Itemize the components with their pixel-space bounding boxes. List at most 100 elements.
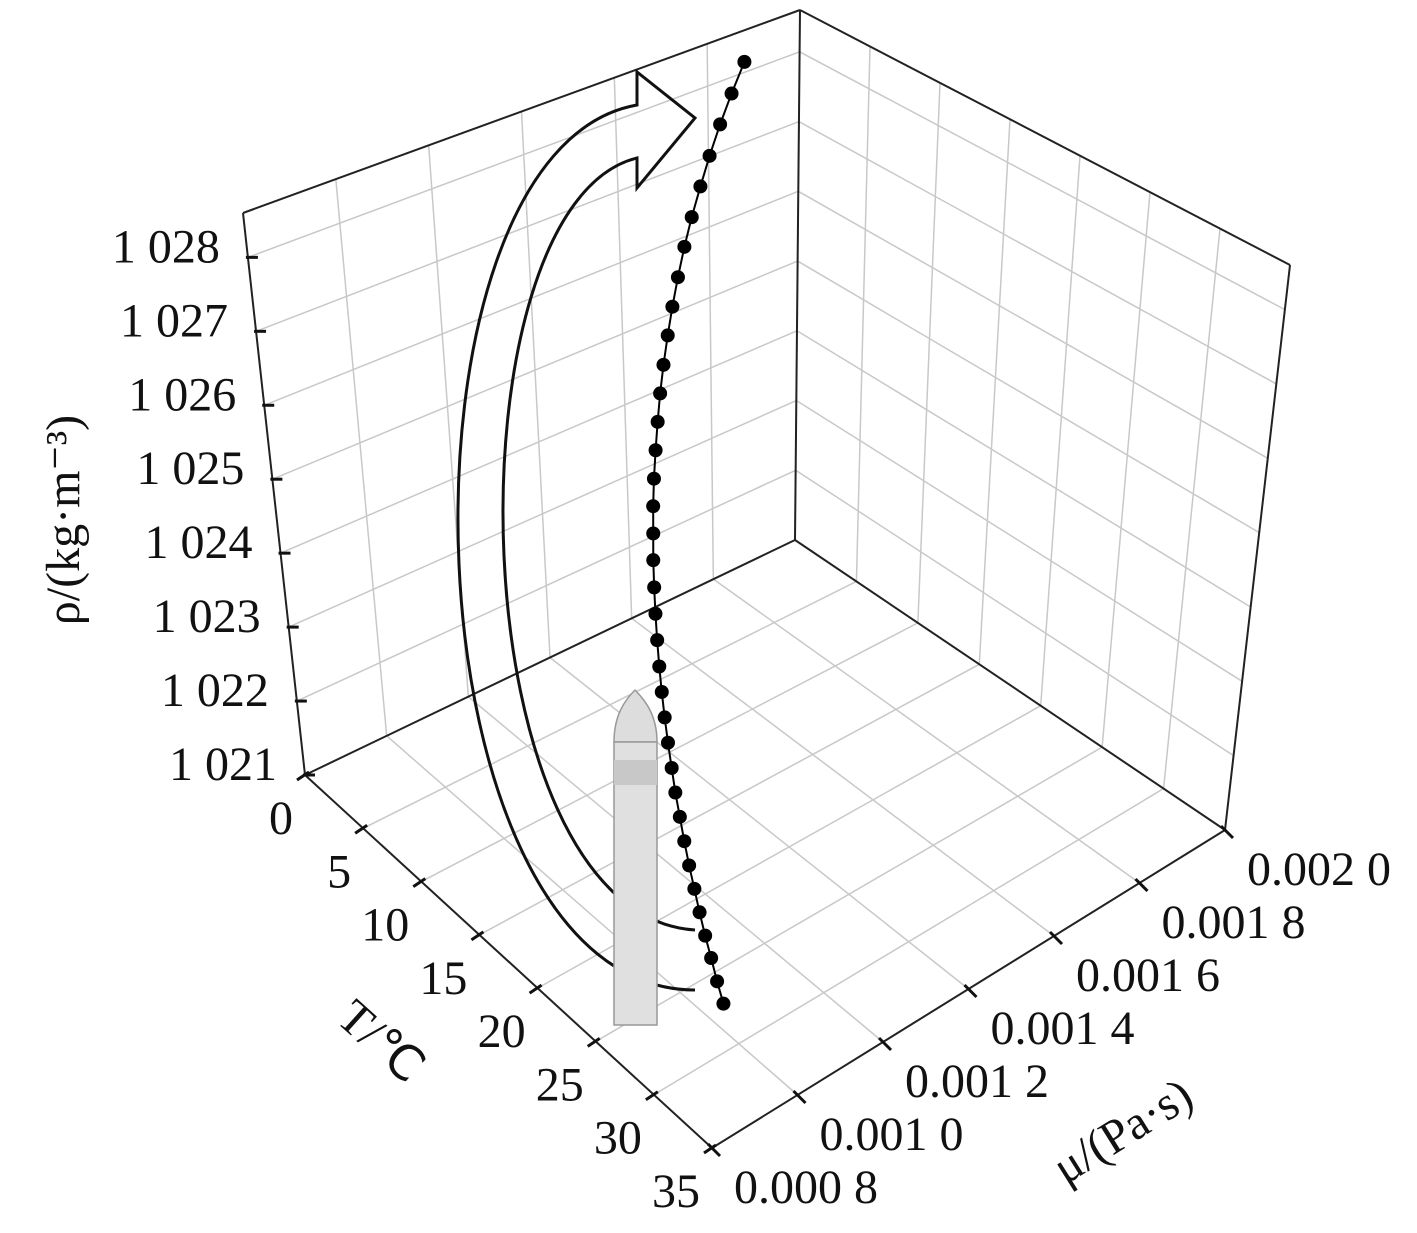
data-point — [657, 710, 672, 725]
data-point — [664, 760, 679, 775]
data-point — [647, 580, 662, 595]
grid-line — [1039, 155, 1081, 706]
data-point — [698, 928, 713, 943]
data-point — [702, 148, 717, 163]
x-tick-label: 20 — [478, 1005, 526, 1058]
z-axis-title: ρ/(kg·m⁻³) — [37, 415, 90, 625]
x-tick — [645, 1090, 659, 1101]
curved-arrow — [456, 68, 698, 992]
grid-line — [796, 330, 1252, 608]
grid-line — [386, 735, 798, 1096]
rocket-band — [614, 760, 657, 785]
x-tick-label: 30 — [594, 1112, 642, 1165]
data-point — [653, 386, 668, 401]
y-tick-label: 0.001 6 — [1076, 949, 1220, 1002]
y-tick — [792, 1089, 807, 1105]
data-point — [650, 414, 665, 429]
data-point — [716, 996, 731, 1011]
x-tick — [412, 877, 427, 888]
data-point — [692, 905, 707, 920]
data-point — [648, 443, 663, 458]
grid-line — [978, 119, 1011, 665]
y-tick-label: 0.001 4 — [991, 1002, 1135, 1055]
plot: 1 021 1 022 1 023 1 024 1 025 1 026 1 027 1 028… — [112, 54, 1391, 1218]
decoration — [456, 68, 698, 1026]
grid — [242, 9, 1291, 1149]
x-tick — [586, 1037, 601, 1048]
box-edge — [799, 9, 1291, 266]
grid-line — [520, 111, 551, 658]
grid-line — [280, 330, 798, 554]
data-point — [654, 684, 669, 699]
x-tick-label: 15 — [419, 952, 467, 1005]
z-tick-label: 1 023 — [153, 590, 261, 643]
grid-line — [917, 82, 941, 623]
x-tick — [296, 770, 310, 782]
y-tick — [1219, 824, 1235, 840]
grid-line — [272, 260, 798, 480]
y-tick-label: 0.001 0 — [820, 1108, 964, 1161]
box-edge — [304, 774, 713, 1149]
box-edge — [1224, 264, 1291, 831]
grid-line — [631, 617, 1055, 937]
y-tick — [1048, 930, 1064, 946]
grid-line — [706, 43, 715, 580]
x-axis-title: T/℃ — [327, 990, 434, 1094]
z-tick-label: 1 025 — [136, 442, 244, 495]
y-tick-label: 0.001 2 — [905, 1055, 1049, 1108]
box-edge — [304, 539, 796, 776]
z-tick-label: 1 027 — [120, 294, 228, 347]
x-tick — [354, 824, 368, 835]
data-point — [652, 659, 667, 674]
data-point — [737, 54, 752, 69]
data-point — [648, 606, 663, 621]
box-edge — [242, 212, 306, 776]
y-axis-title: μ/(Pa·s) — [1043, 1068, 1201, 1194]
data-point — [693, 179, 708, 194]
data-point — [660, 328, 675, 343]
grid-line — [335, 179, 388, 736]
data-point — [677, 834, 692, 849]
data-point — [660, 735, 675, 750]
z-tick-label: 1 022 — [161, 664, 269, 717]
data-point — [665, 299, 680, 314]
data-point — [710, 974, 725, 989]
y-tick — [1134, 877, 1149, 893]
z-tick-label: 1 021 — [169, 738, 277, 791]
x-tick-label: 0 — [269, 792, 293, 845]
grid-line — [288, 399, 797, 628]
grid-line — [855, 46, 871, 582]
y-tick-label: 0.001 8 — [1162, 896, 1306, 949]
y-tick — [706, 1142, 722, 1158]
box-edge — [794, 539, 1226, 831]
data-point — [687, 881, 702, 896]
z-tick-label: 1 024 — [145, 516, 253, 569]
box-edge — [794, 9, 801, 541]
grid-line — [797, 260, 1260, 534]
data-point — [704, 951, 719, 966]
grid-line — [795, 469, 1234, 757]
y-tick — [963, 983, 978, 999]
z-tick-label: 1 026 — [128, 368, 236, 421]
grid-line — [798, 120, 1277, 385]
x-tick-label: 10 — [361, 899, 409, 952]
x-tick-label: 5 — [327, 845, 351, 898]
box-edge — [242, 9, 801, 214]
y-tick-label: 0.002 0 — [1247, 843, 1391, 896]
x-tick — [528, 983, 543, 995]
grid-line — [296, 469, 796, 702]
x-tick — [470, 930, 485, 942]
data-point — [677, 239, 692, 254]
data-point — [668, 785, 683, 800]
y-tick-label: 0.000 8 — [734, 1161, 878, 1214]
grid-line — [613, 77, 633, 619]
rocket-body — [613, 741, 658, 1026]
data-point — [672, 809, 687, 824]
grid-line — [247, 51, 800, 259]
grid-line — [1101, 192, 1151, 748]
grid-line — [799, 51, 1286, 311]
data-point — [646, 499, 661, 514]
data-point — [682, 858, 697, 873]
